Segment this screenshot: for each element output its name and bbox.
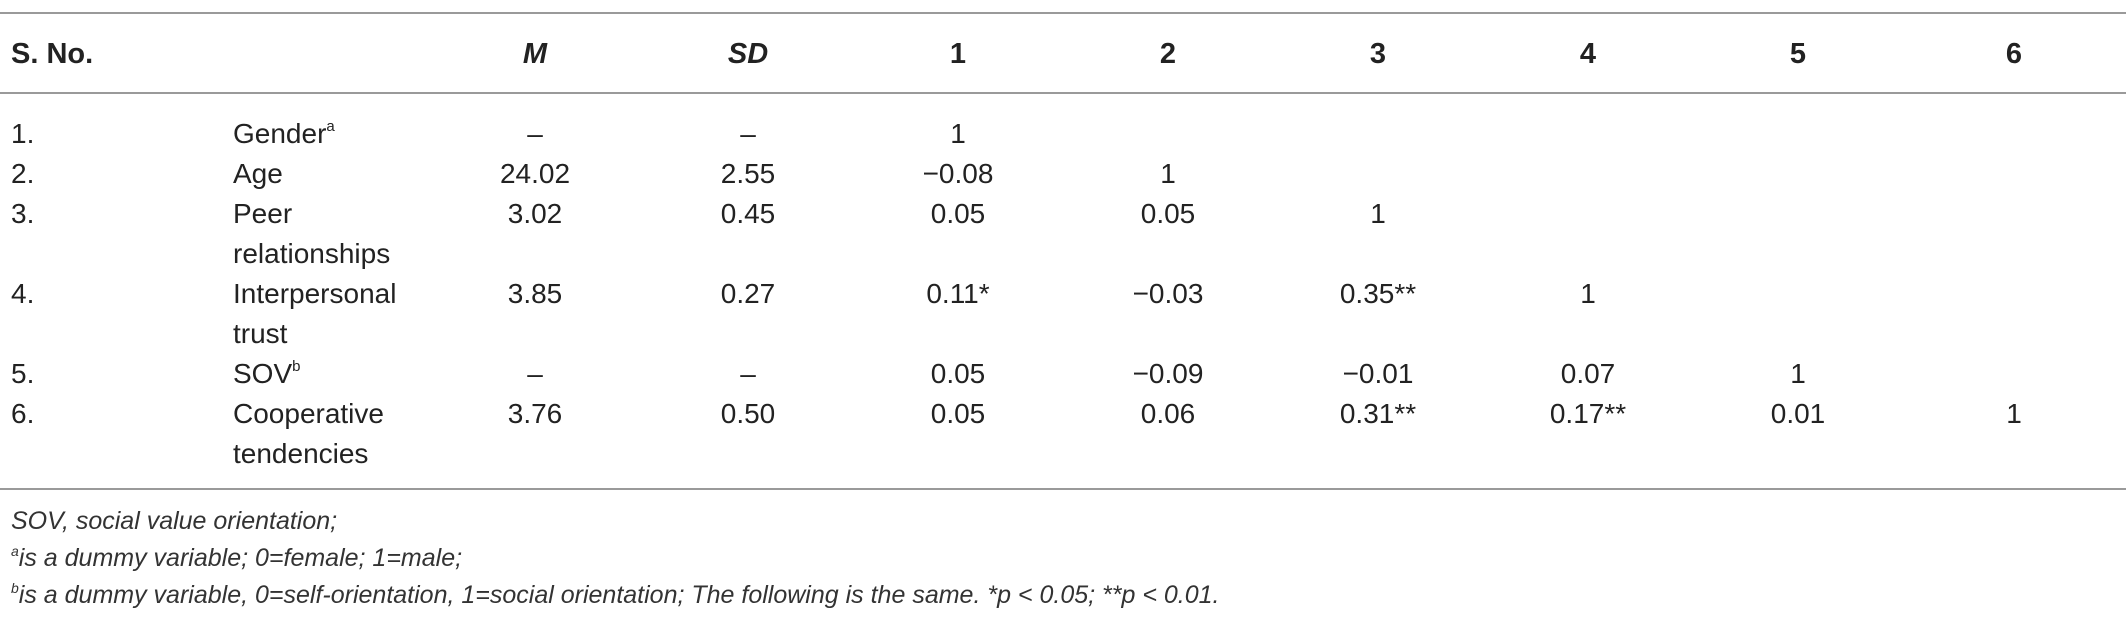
column-header: 4 <box>1579 38 1597 70</box>
corr-col-1: −0.08 <box>922 158 994 189</box>
variable-name: Peer <box>233 194 292 234</box>
corr-col-1: 0.05 <box>930 398 986 429</box>
corr-col-5: 1 <box>1790 358 1806 389</box>
superscript-marker: a <box>326 118 335 135</box>
column-header: 5 <box>1789 38 1807 70</box>
footnote-b-text: is a dummy variable, 0=self-orientation,… <box>18 581 1220 609</box>
column-header: 3 <box>1369 38 1387 70</box>
corr-col-2: 0.05 <box>1140 198 1196 229</box>
table-bottom-rule <box>0 488 2126 490</box>
row-number: 3. <box>11 198 35 229</box>
variable-name: trust <box>233 314 287 354</box>
sd: 0.45 <box>720 198 776 229</box>
mean: – <box>527 358 543 389</box>
corr-col-4: 0.17** <box>1549 398 1627 429</box>
mean: 24.02 <box>499 158 571 189</box>
corr-col-1: 1 <box>950 118 966 149</box>
variable-name-text: SOV <box>233 358 293 389</box>
variable-name: relationships <box>233 234 390 274</box>
variable-name: tendencies <box>233 434 368 474</box>
corr-col-1: 0.05 <box>930 198 986 229</box>
column-header: 2 <box>1159 38 1177 70</box>
footnote-abbreviation: SOV, social value orientation; <box>11 507 338 535</box>
mean: – <box>527 118 543 149</box>
corr-col-2: −0.09 <box>1132 358 1204 389</box>
variable-name-text: tendencies <box>233 438 369 469</box>
variable-name-text: Peer <box>233 198 293 229</box>
corr-col-1: 0.05 <box>930 358 986 389</box>
column-header: 6 <box>2005 38 2023 70</box>
column-header: M <box>522 38 548 70</box>
corr-col-6: 1 <box>2006 398 2022 429</box>
table-header-rule <box>0 92 2126 94</box>
mean: 3.85 <box>507 278 563 309</box>
variable-name-text: Cooperative <box>233 398 384 429</box>
footnote-a-text: is a dummy variable; 0=female; 1=male; <box>18 544 463 572</box>
corr-col-3: −0.01 <box>1342 358 1414 389</box>
variable-name: SOVb <box>233 354 300 394</box>
footnote-b-marker: b <box>11 580 19 596</box>
sd: – <box>740 118 756 149</box>
variable-name-text: trust <box>233 318 288 349</box>
variable-name-text: Age <box>233 158 283 189</box>
row-number: 4. <box>11 278 35 309</box>
variable-name: Age <box>233 154 283 194</box>
sd: – <box>740 358 756 389</box>
row-number: 6. <box>11 398 35 429</box>
superscript-marker: b <box>292 358 301 375</box>
corr-col-2: −0.03 <box>1132 278 1204 309</box>
corr-col-5: 0.01 <box>1770 398 1826 429</box>
sd: 0.27 <box>720 278 776 309</box>
corr-col-3: 0.35** <box>1339 278 1417 309</box>
variable-name-text: Gender <box>233 118 327 149</box>
corr-col-4: 0.07 <box>1560 358 1616 389</box>
variable-name-text: relationships <box>233 238 391 269</box>
column-header: 1 <box>949 38 967 70</box>
variable-name-text: Interpersonal <box>233 278 397 309</box>
variable-name: Gendera <box>233 114 335 154</box>
mean: 3.76 <box>507 398 563 429</box>
footnote-b: bis a dummy variable, 0=self-orientation… <box>11 578 1219 612</box>
row-number: 2. <box>11 158 35 189</box>
sd: 0.50 <box>720 398 776 429</box>
footnote-a-marker: a <box>11 543 19 559</box>
corr-col-2: 0.06 <box>1140 398 1196 429</box>
sd: 2.55 <box>720 158 776 189</box>
footnote-a: ais a dummy variable; 0=female; 1=male; <box>11 541 462 575</box>
variable-name: Interpersonal <box>233 274 396 314</box>
corr-col-1: 0.11* <box>926 278 990 309</box>
table-top-rule <box>0 12 2126 14</box>
row-number: 1. <box>11 118 35 149</box>
column-header: SD <box>727 38 769 70</box>
mean: 3.02 <box>507 198 563 229</box>
corr-col-3: 0.31** <box>1339 398 1417 429</box>
corr-col-4: 1 <box>1580 278 1596 309</box>
corr-col-3: 1 <box>1370 198 1386 229</box>
corr-col-2: 1 <box>1160 158 1176 189</box>
variable-name: Cooperative <box>233 394 384 434</box>
column-header: S. No. <box>11 38 94 70</box>
row-number: 5. <box>11 358 35 389</box>
